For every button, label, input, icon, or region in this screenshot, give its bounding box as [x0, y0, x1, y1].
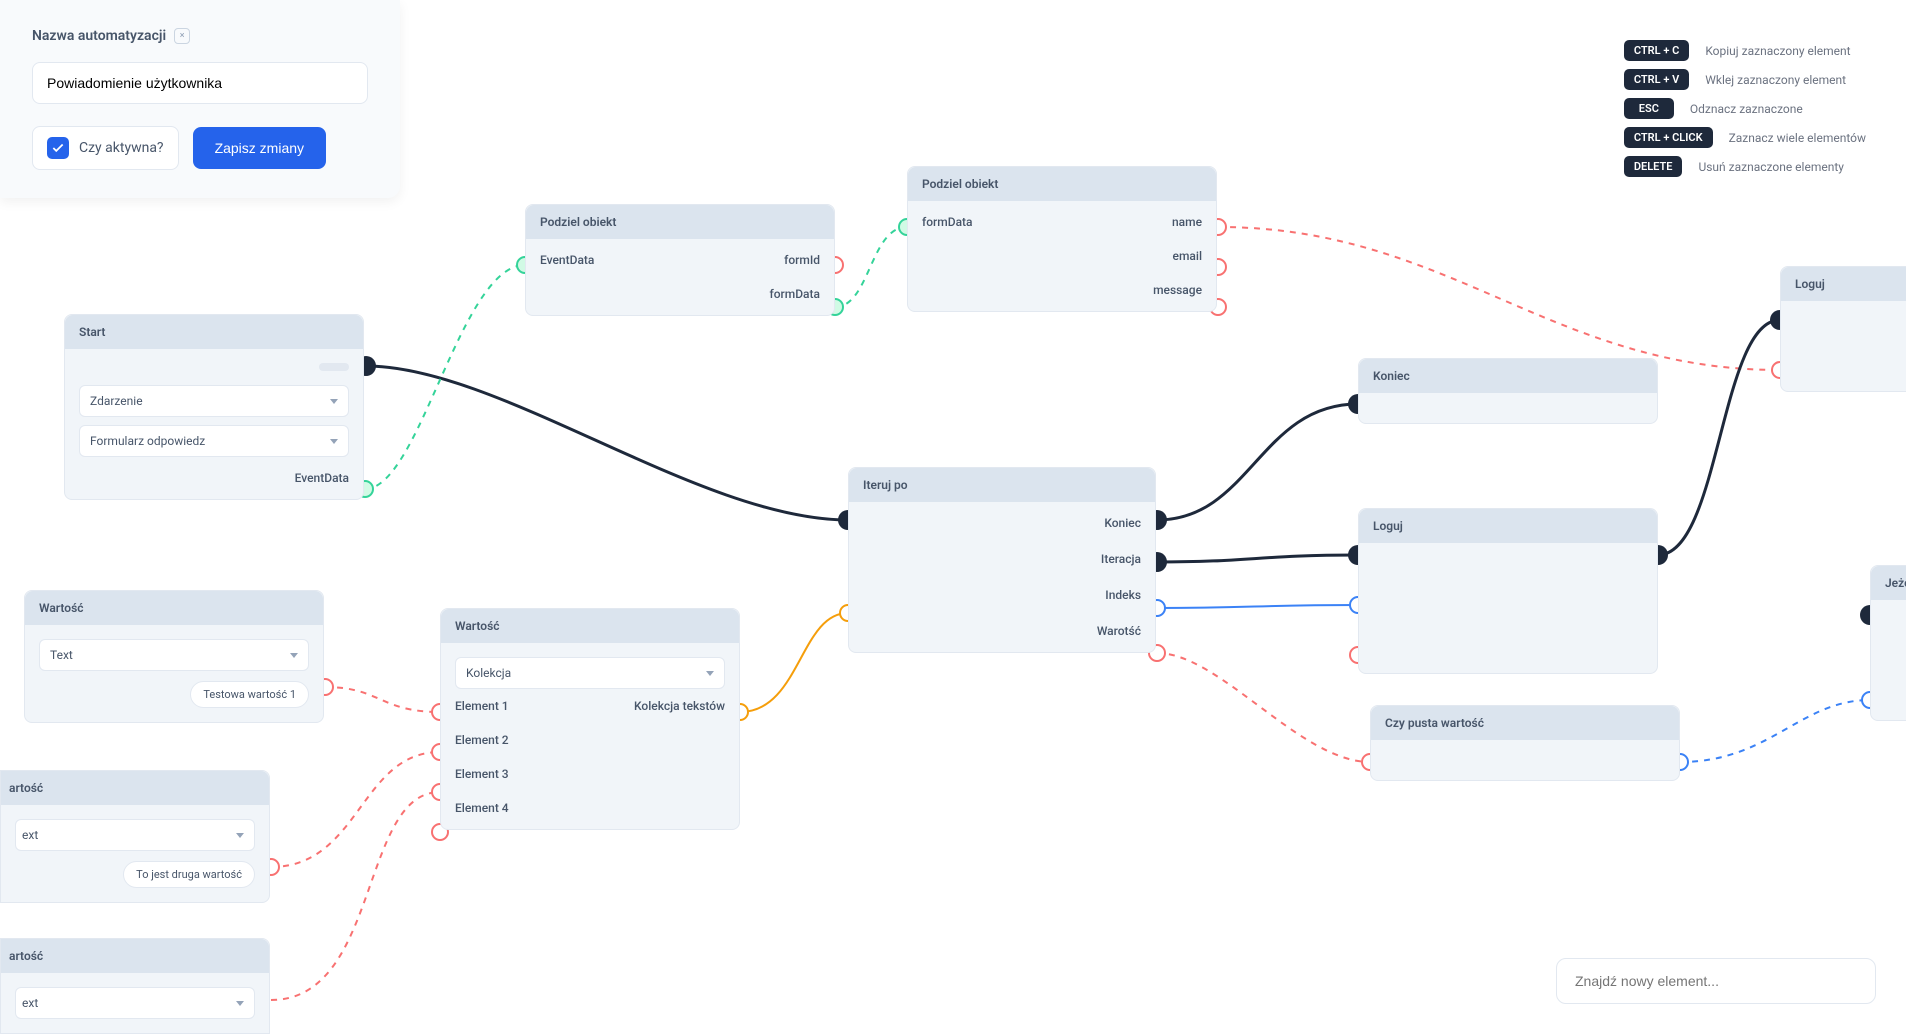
- flow-out-slot[interactable]: [319, 363, 349, 371]
- select-trigger-type[interactable]: Zdarzenie: [79, 385, 349, 417]
- node-title: Start: [65, 315, 363, 349]
- input-label: Element 4: [455, 801, 509, 815]
- settings-title: Nazwa automatyzacji: [32, 28, 166, 44]
- shortcut-desc: Wklej zaznaczony element: [1705, 73, 1846, 87]
- node-title: Loguj: [1781, 267, 1906, 301]
- automation-settings-panel: Nazwa automatyzacji × Czy aktywna? Zapis…: [0, 0, 400, 198]
- node-value-1[interactable]: Wartość Text Testowa wartość 1: [24, 590, 324, 723]
- value-text[interactable]: To jest druga wartość: [123, 861, 255, 888]
- node-title: Iteruj po: [849, 468, 1155, 502]
- output-label: EventData: [295, 471, 349, 485]
- input-label: Element 2: [455, 733, 509, 747]
- node-is-empty[interactable]: Czy pusta wartość: [1370, 705, 1680, 781]
- node-title: Wartość: [25, 591, 323, 625]
- active-label: Czy aktywna?: [79, 140, 164, 156]
- select-form[interactable]: Formularz odpowiedz: [79, 425, 349, 457]
- shortcut-desc: Usuń zaznaczone elementy: [1698, 160, 1844, 174]
- node-split-object-2[interactable]: Podziel obiekt formData name email messa…: [907, 166, 1217, 312]
- automation-name-input[interactable]: [32, 62, 368, 104]
- node-start[interactable]: Start Zdarzenie Formularz odpowiedz Even…: [64, 314, 364, 500]
- node-title: Jeżeli: [1871, 566, 1906, 600]
- output-label: formId: [769, 253, 820, 267]
- node-collection[interactable]: Wartość Kolekcja Element 1 Element 2 Ele…: [440, 608, 740, 830]
- output-label: Kolekcja tekstów: [634, 699, 725, 713]
- shortcut-row: CTRL + C Kopiuj zaznaczony element: [1624, 40, 1866, 61]
- output-label: name: [1153, 215, 1202, 229]
- node-title: artość: [1, 939, 269, 973]
- output-label: Warotść: [1097, 624, 1141, 638]
- shortcut-row: DELETE Usuń zaznaczone elementy: [1624, 156, 1866, 177]
- shortcut-desc: Odznacz zaznaczone: [1690, 102, 1803, 116]
- select-type[interactable]: ext: [15, 819, 255, 851]
- select-type[interactable]: Kolekcja: [455, 657, 725, 689]
- shortcut-row: CTRL + V Wklej zaznaczony element: [1624, 69, 1866, 90]
- node-end[interactable]: Koniec: [1358, 358, 1658, 424]
- save-button[interactable]: Zapisz zmiany: [193, 127, 326, 169]
- input-label: Element 3: [455, 767, 509, 781]
- node-value-3[interactable]: artość ext: [0, 938, 270, 1034]
- node-split-object-1[interactable]: Podziel obiekt EventData formId formData: [525, 204, 835, 316]
- node-title: Wartość: [441, 609, 739, 643]
- output-label: message: [1153, 283, 1202, 297]
- node-title: artość: [1, 771, 269, 805]
- close-icon[interactable]: ×: [174, 28, 190, 44]
- node-title: Koniec: [1359, 359, 1657, 393]
- shortcut-key: DELETE: [1624, 156, 1683, 177]
- output-label: Indeks: [1097, 588, 1141, 602]
- node-title: Czy pusta wartość: [1371, 706, 1679, 740]
- node-title: Podziel obiekt: [526, 205, 834, 239]
- input-label: formData: [922, 215, 973, 229]
- node-value-2[interactable]: artość ext To jest druga wartość: [0, 770, 270, 903]
- node-if[interactable]: Jeżeli: [1870, 565, 1906, 721]
- shortcut-key: ESC: [1624, 98, 1674, 119]
- shortcut-key: CTRL + CLICK: [1624, 127, 1713, 148]
- keyboard-shortcuts-panel: CTRL + CKopiuj zaznaczony elementCTRL + …: [1614, 30, 1876, 195]
- shortcut-desc: Kopiuj zaznaczony element: [1705, 44, 1850, 58]
- checkbox-icon: [47, 137, 69, 159]
- input-label: EventData: [540, 253, 594, 267]
- output-label: Iteracja: [1097, 552, 1141, 566]
- select-type[interactable]: ext: [15, 987, 255, 1019]
- output-label: Koniec: [1097, 516, 1141, 530]
- node-title: Loguj: [1359, 509, 1657, 543]
- input-label: Element 1: [455, 699, 509, 713]
- value-text[interactable]: Testowa wartość 1: [190, 681, 309, 708]
- node-log-2[interactable]: Loguj: [1780, 266, 1906, 392]
- output-label: email: [1153, 249, 1202, 263]
- node-iterate[interactable]: Iteruj po Koniec Iteracja Indeks Warotść: [848, 467, 1156, 653]
- node-title: Podziel obiekt: [908, 167, 1216, 201]
- output-label: formData: [769, 287, 820, 301]
- search-input[interactable]: [1556, 958, 1876, 1004]
- active-checkbox-wrap[interactable]: Czy aktywna?: [32, 126, 179, 170]
- select-type[interactable]: Text: [39, 639, 309, 671]
- shortcut-key: CTRL + V: [1624, 69, 1689, 90]
- shortcut-row: CTRL + CLICK Zaznacz wiele elementów: [1624, 127, 1866, 148]
- shortcut-desc: Zaznacz wiele elementów: [1729, 131, 1866, 145]
- shortcut-row: ESC Odznacz zaznaczone: [1624, 98, 1866, 119]
- node-log-1[interactable]: Loguj: [1358, 508, 1658, 674]
- shortcut-key: CTRL + C: [1624, 40, 1689, 61]
